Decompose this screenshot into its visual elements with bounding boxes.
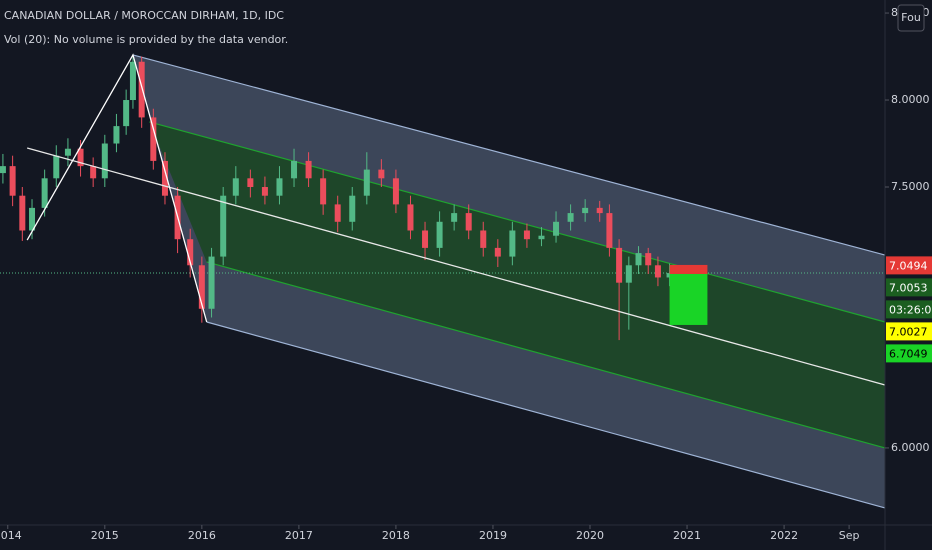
channel-line: [149, 121, 886, 323]
candle-body: [596, 207, 603, 214]
candle-body: [138, 61, 145, 118]
candle-body: [363, 169, 370, 196]
candle-body: [645, 253, 652, 266]
candle-body: [101, 143, 108, 179]
candle-body: [407, 204, 414, 231]
candle-body: [0, 166, 6, 174]
price-label-box: [886, 300, 932, 319]
zigzag-line: [26, 53, 208, 323]
candle-body: [523, 230, 530, 240]
candle-body: [291, 160, 298, 179]
channel-line: [132, 54, 886, 256]
price-label: 03:26:09: [889, 303, 932, 316]
candle-body: [582, 207, 589, 214]
candle-body: [305, 160, 312, 179]
candle-body: [567, 213, 574, 222]
price-label: 7.0494: [889, 259, 928, 272]
chart-subtitle: Vol (20): No volume is provided by the d…: [4, 33, 288, 46]
candle-body: [90, 166, 97, 179]
candle-body: [29, 207, 36, 231]
candle-body: [9, 166, 16, 196]
price-label-box: [886, 322, 932, 341]
candle-body: [606, 213, 613, 248]
candle-body: [150, 117, 157, 161]
candle-body: [198, 265, 205, 309]
candle-body: [480, 230, 487, 248]
candle-body: [422, 230, 429, 248]
candle-body: [276, 178, 283, 196]
candle-body: [187, 239, 194, 266]
chart-title: CANADIAN DOLLAR / MOROCCAN DIRHAM, 1D, I…: [4, 9, 284, 22]
price-label-box: [886, 344, 932, 363]
price-label: 6.7049: [889, 347, 928, 360]
y-tick-label: 6.0000: [891, 441, 930, 454]
candle-body: [465, 213, 472, 231]
candle-body: [161, 160, 168, 196]
candle-body: [349, 195, 356, 222]
target-zone: [669, 273, 708, 325]
stop-zone: [669, 264, 708, 274]
candle-body: [64, 148, 71, 156]
price-label: 7.0053: [889, 281, 928, 294]
x-tick-label: 2019: [479, 529, 507, 542]
price-label: 7.0027: [889, 325, 928, 338]
candle-body: [334, 204, 341, 222]
candle-body: [451, 213, 458, 222]
price-label-box: [886, 256, 932, 275]
candle-body: [19, 195, 26, 231]
candle-body: [53, 155, 60, 179]
x-tick-label: 2016: [188, 529, 216, 542]
candle-body: [113, 126, 120, 144]
button[interactable]: [897, 4, 925, 32]
x-tick-label: 2022: [770, 529, 798, 542]
candle-body: [654, 265, 661, 278]
candle-body: [123, 100, 130, 127]
channel-line: [206, 321, 886, 509]
candle-body: [436, 221, 443, 248]
x-tick-label: 2021: [673, 529, 701, 542]
candle-body: [208, 256, 215, 309]
y-tick-label: 8.0000: [891, 93, 930, 106]
candle-body: [494, 247, 501, 257]
candle-body: [625, 265, 632, 283]
price-label-box: [886, 278, 932, 297]
candle-body: [553, 221, 560, 236]
candle-body: [129, 61, 136, 101]
x-tick-label: 2020: [576, 529, 604, 542]
x-tick-label: Sep: [839, 529, 860, 542]
x-tick-label: 2015: [91, 529, 119, 542]
candle-body: [616, 247, 623, 283]
plot-area: [0, 53, 886, 509]
candle-body: [509, 230, 516, 257]
candle-body: [392, 178, 399, 205]
candle-body: [320, 178, 327, 205]
x-tick-label: 2018: [382, 529, 410, 542]
candle-body: [247, 178, 254, 188]
candle-body: [378, 169, 385, 179]
candle-body: [77, 148, 84, 167]
button-label[interactable]: Fou: [901, 11, 921, 24]
axes: 6.00007.50008.00008.50002014201520162017…: [0, 6, 932, 542]
candle-body: [232, 178, 239, 196]
channel-line: [206, 261, 886, 449]
x-tick-label: 2014: [0, 529, 22, 542]
candle-body: [635, 253, 642, 266]
candle-body: [220, 195, 227, 257]
channel-fill: [149, 121, 885, 448]
candle-body: [41, 178, 48, 208]
y-tick-label: 7.5000: [891, 180, 930, 193]
candle-body: [538, 235, 545, 240]
candle-body: [261, 187, 268, 196]
x-tick-label: 2017: [285, 529, 313, 542]
